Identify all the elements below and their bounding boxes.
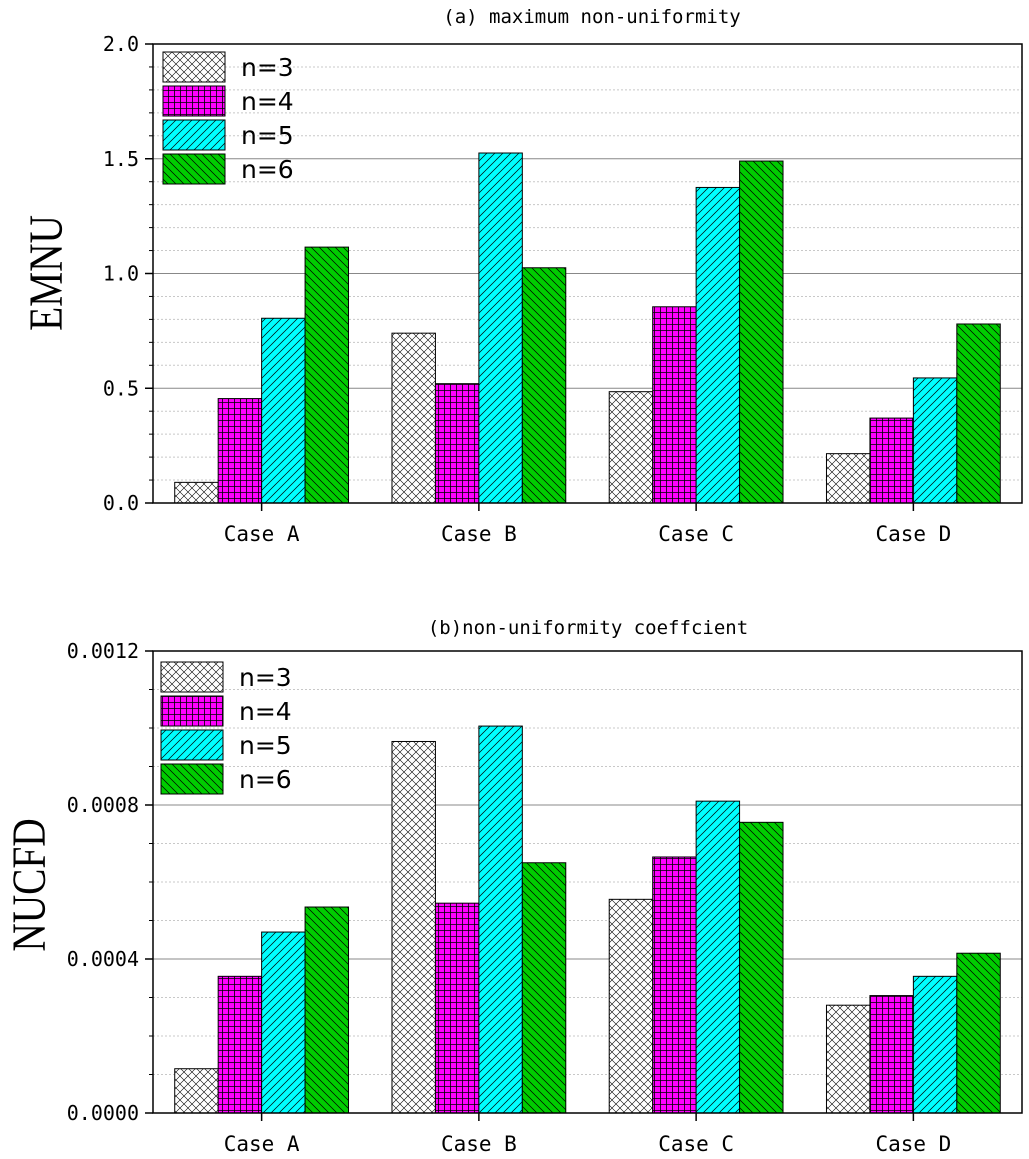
y-tick-label: 0.0004 xyxy=(67,947,139,971)
bar-n3-case-b xyxy=(391,740,436,1114)
legend-swatch xyxy=(162,85,226,117)
y-tick-label: 0.5 xyxy=(103,376,139,400)
legend-swatch xyxy=(162,51,226,83)
chart-title: (a) maximum non-uniformity xyxy=(443,6,740,28)
bar-n4-case-d xyxy=(869,995,914,1114)
legend-label: n=4 xyxy=(241,87,294,116)
chart-panel-a: (a) maximum non-uniformity 0.0 0.5 1.0 1.5 2… xyxy=(20,6,1023,546)
bars xyxy=(174,152,1001,504)
bar-n4-case-d xyxy=(869,417,914,504)
bar-n6-case-a xyxy=(304,246,350,504)
y-tick-label: 1.0 xyxy=(103,262,139,286)
y-axis-label: EMNU xyxy=(20,215,72,331)
bar-n3-case-a xyxy=(174,481,219,504)
bar-n4-case-c xyxy=(652,856,697,1114)
legend-swatch xyxy=(162,153,226,185)
bar-n6-case-c xyxy=(739,160,784,504)
legend-label: n=3 xyxy=(241,53,294,82)
bar-n5-case-c xyxy=(695,186,741,504)
y-tick-label: 0.0008 xyxy=(67,793,139,817)
y-axis: 0.0 0.5 1.0 1.5 2.0 xyxy=(103,32,153,515)
bar-n6-case-d xyxy=(956,323,1001,504)
bar-n5-case-c xyxy=(695,800,741,1114)
bar-n6-case-a xyxy=(304,906,350,1114)
legend-label: n=3 xyxy=(239,663,292,692)
bar-n5-case-a xyxy=(261,931,306,1114)
y-axis: 0.0000 0.0004 0.0008 0.0012 xyxy=(67,639,153,1125)
y-tick-label: 0.0000 xyxy=(67,1101,139,1125)
legend-swatch xyxy=(162,119,226,151)
legend-swatch xyxy=(160,661,224,693)
legend-label: n=6 xyxy=(241,155,294,184)
legend-label: n=6 xyxy=(239,765,292,794)
bar-n6-case-d xyxy=(956,952,1001,1114)
x-tick-label: Case A xyxy=(224,522,300,546)
bar-n3-case-a xyxy=(174,1068,219,1114)
y-axis-label: NUCFD xyxy=(3,818,55,951)
legend: n=3 n=4 n=5 n=6 xyxy=(162,51,294,185)
bar-n5-case-a xyxy=(261,317,306,504)
x-tick-label: Case D xyxy=(875,1132,951,1156)
bar-n5-case-b xyxy=(478,152,523,504)
bar-n3-case-c xyxy=(608,898,654,1114)
legend-swatch xyxy=(160,729,224,761)
legend-label: n=5 xyxy=(241,121,294,150)
chart-title: (b)non-uniformity coeffcient xyxy=(428,617,748,639)
bar-n5-case-d xyxy=(912,975,958,1114)
bar-n4-case-c xyxy=(652,306,697,504)
bar-n4-case-a xyxy=(217,398,263,504)
bars xyxy=(174,725,1001,1114)
bar-n4-case-b xyxy=(434,383,480,504)
x-axis: Case A Case B Case C Case D xyxy=(224,503,951,546)
bar-n3-case-d xyxy=(825,1004,871,1114)
y-tick-label: 0.0012 xyxy=(67,639,139,663)
x-tick-label: Case C xyxy=(658,522,734,546)
bar-n4-case-a xyxy=(217,975,263,1114)
legend-label: n=5 xyxy=(239,731,292,760)
x-tick-label: Case A xyxy=(224,1132,300,1156)
x-tick-label: Case C xyxy=(658,1132,734,1156)
bar-n3-case-c xyxy=(608,391,654,504)
x-tick-label: Case B xyxy=(441,522,517,546)
y-tick-label: 2.0 xyxy=(103,32,139,56)
legend: n=3 n=4 n=5 n=6 xyxy=(160,661,292,795)
y-tick-label: 0.0 xyxy=(103,491,139,515)
bar-n6-case-b xyxy=(521,862,567,1114)
legend-label: n=4 xyxy=(239,697,292,726)
bar-n6-case-c xyxy=(739,821,784,1114)
legend-swatch xyxy=(160,763,224,795)
x-tick-label: Case D xyxy=(875,522,951,546)
x-axis: Case A Case B Case C Case D xyxy=(224,1113,951,1156)
bar-n4-case-b xyxy=(434,902,480,1114)
bar-n3-case-d xyxy=(825,453,871,504)
bar-n6-case-b xyxy=(521,267,567,504)
chart-panel-b: (b)non-uniformity coeffcient 0.00000.000… xyxy=(3,617,1023,1156)
bar-n5-case-d xyxy=(912,377,958,504)
x-tick-label: Case B xyxy=(441,1132,517,1156)
y-tick-label: 1.5 xyxy=(103,147,139,171)
bar-n3-case-b xyxy=(391,332,436,504)
legend-swatch xyxy=(160,695,224,727)
bar-n5-case-b xyxy=(478,725,523,1114)
